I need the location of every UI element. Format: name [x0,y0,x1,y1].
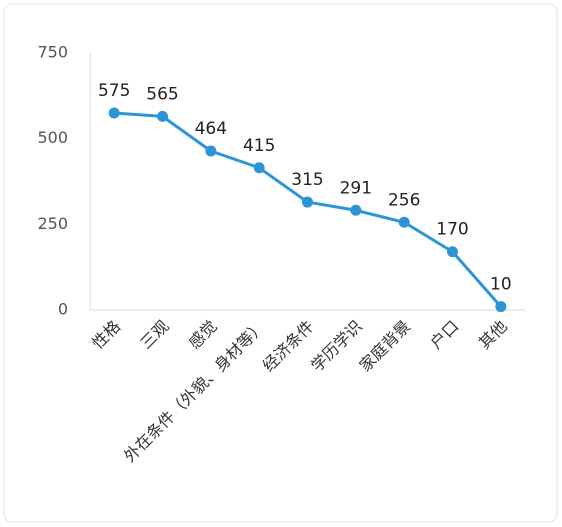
point [495,301,507,313]
value-label: 464 [195,119,227,139]
point [205,145,217,157]
point [108,107,120,119]
chart-frame [3,3,558,523]
point [350,204,362,216]
point [447,246,458,258]
y-tick-label: 750 [37,43,68,62]
value-label: 256 [388,190,420,210]
point [253,162,265,174]
value-label: 565 [146,84,178,104]
value-label: 170 [436,220,468,240]
y-tick-label: 250 [37,214,68,233]
value-label: 291 [340,178,372,198]
y-tick-label: 0 [58,300,68,319]
value-label: 10 [490,275,512,295]
point [302,196,313,208]
y-tick-label: 500 [37,128,68,147]
value-label: 315 [291,170,323,190]
value-label: 415 [243,136,275,156]
point [157,110,168,122]
point [398,216,410,228]
value-label: 575 [98,81,130,101]
